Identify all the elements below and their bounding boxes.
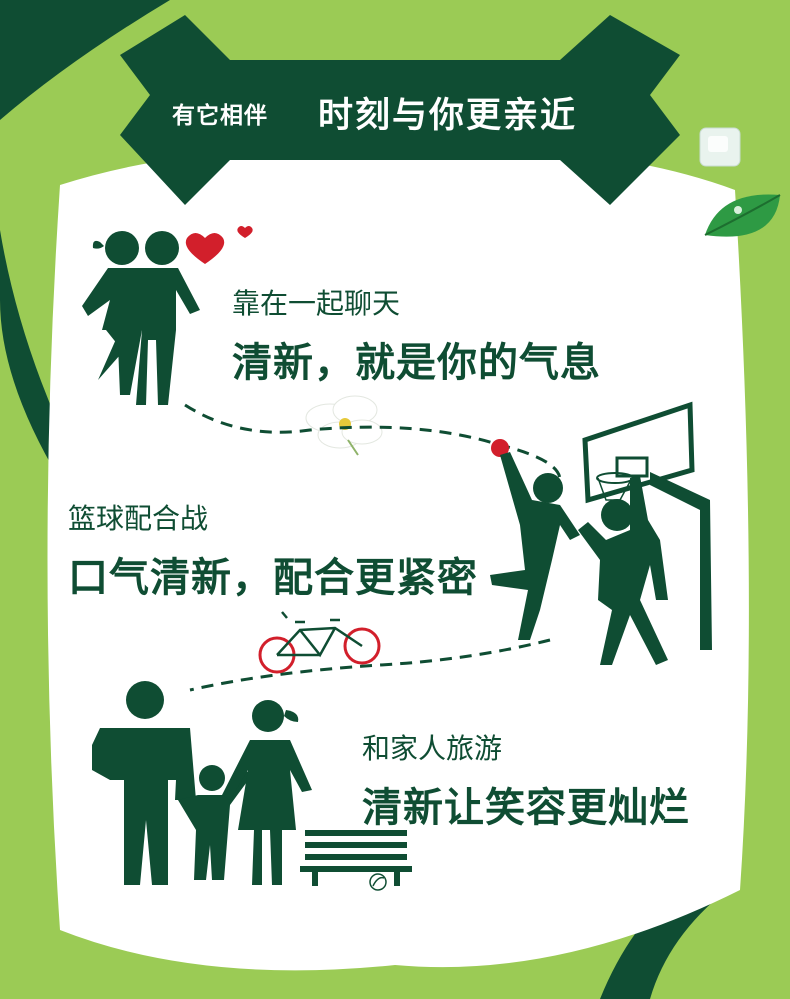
banner-small-title: 有它相伴 <box>172 103 268 129</box>
section-2-headline: 口气清新，配合更紧密 <box>68 555 478 601</box>
section-1-headline: 清新，就是你的气息 <box>232 340 601 386</box>
basketball-players <box>490 452 668 665</box>
ice-cube-icon <box>699 127 741 167</box>
basketball-icon <box>491 439 509 457</box>
top-left-swoosh <box>0 0 170 120</box>
mint-leaf-icon <box>704 194 781 237</box>
dashed-path-2 <box>189 638 551 692</box>
heart-icons <box>185 226 253 264</box>
section-1-subtitle: 靠在一起聊天 <box>232 287 401 320</box>
banner-main-title: 时刻与你更亲近 <box>318 96 578 136</box>
content-card <box>47 148 749 971</box>
park-bench-icon <box>300 830 412 886</box>
small-leaf-icon <box>369 873 387 891</box>
section-2-subtitle: 篮球配合战 <box>68 502 209 535</box>
family-figure <box>92 681 312 885</box>
section-3-headline: 清新让笑容更灿烂 <box>362 785 690 831</box>
dashed-path-1 <box>184 403 562 481</box>
couple-figure <box>82 231 200 405</box>
section-3-subtitle: 和家人旅游 <box>362 732 503 765</box>
title-banner <box>120 15 680 205</box>
tandem-bicycle-icon <box>258 611 381 674</box>
